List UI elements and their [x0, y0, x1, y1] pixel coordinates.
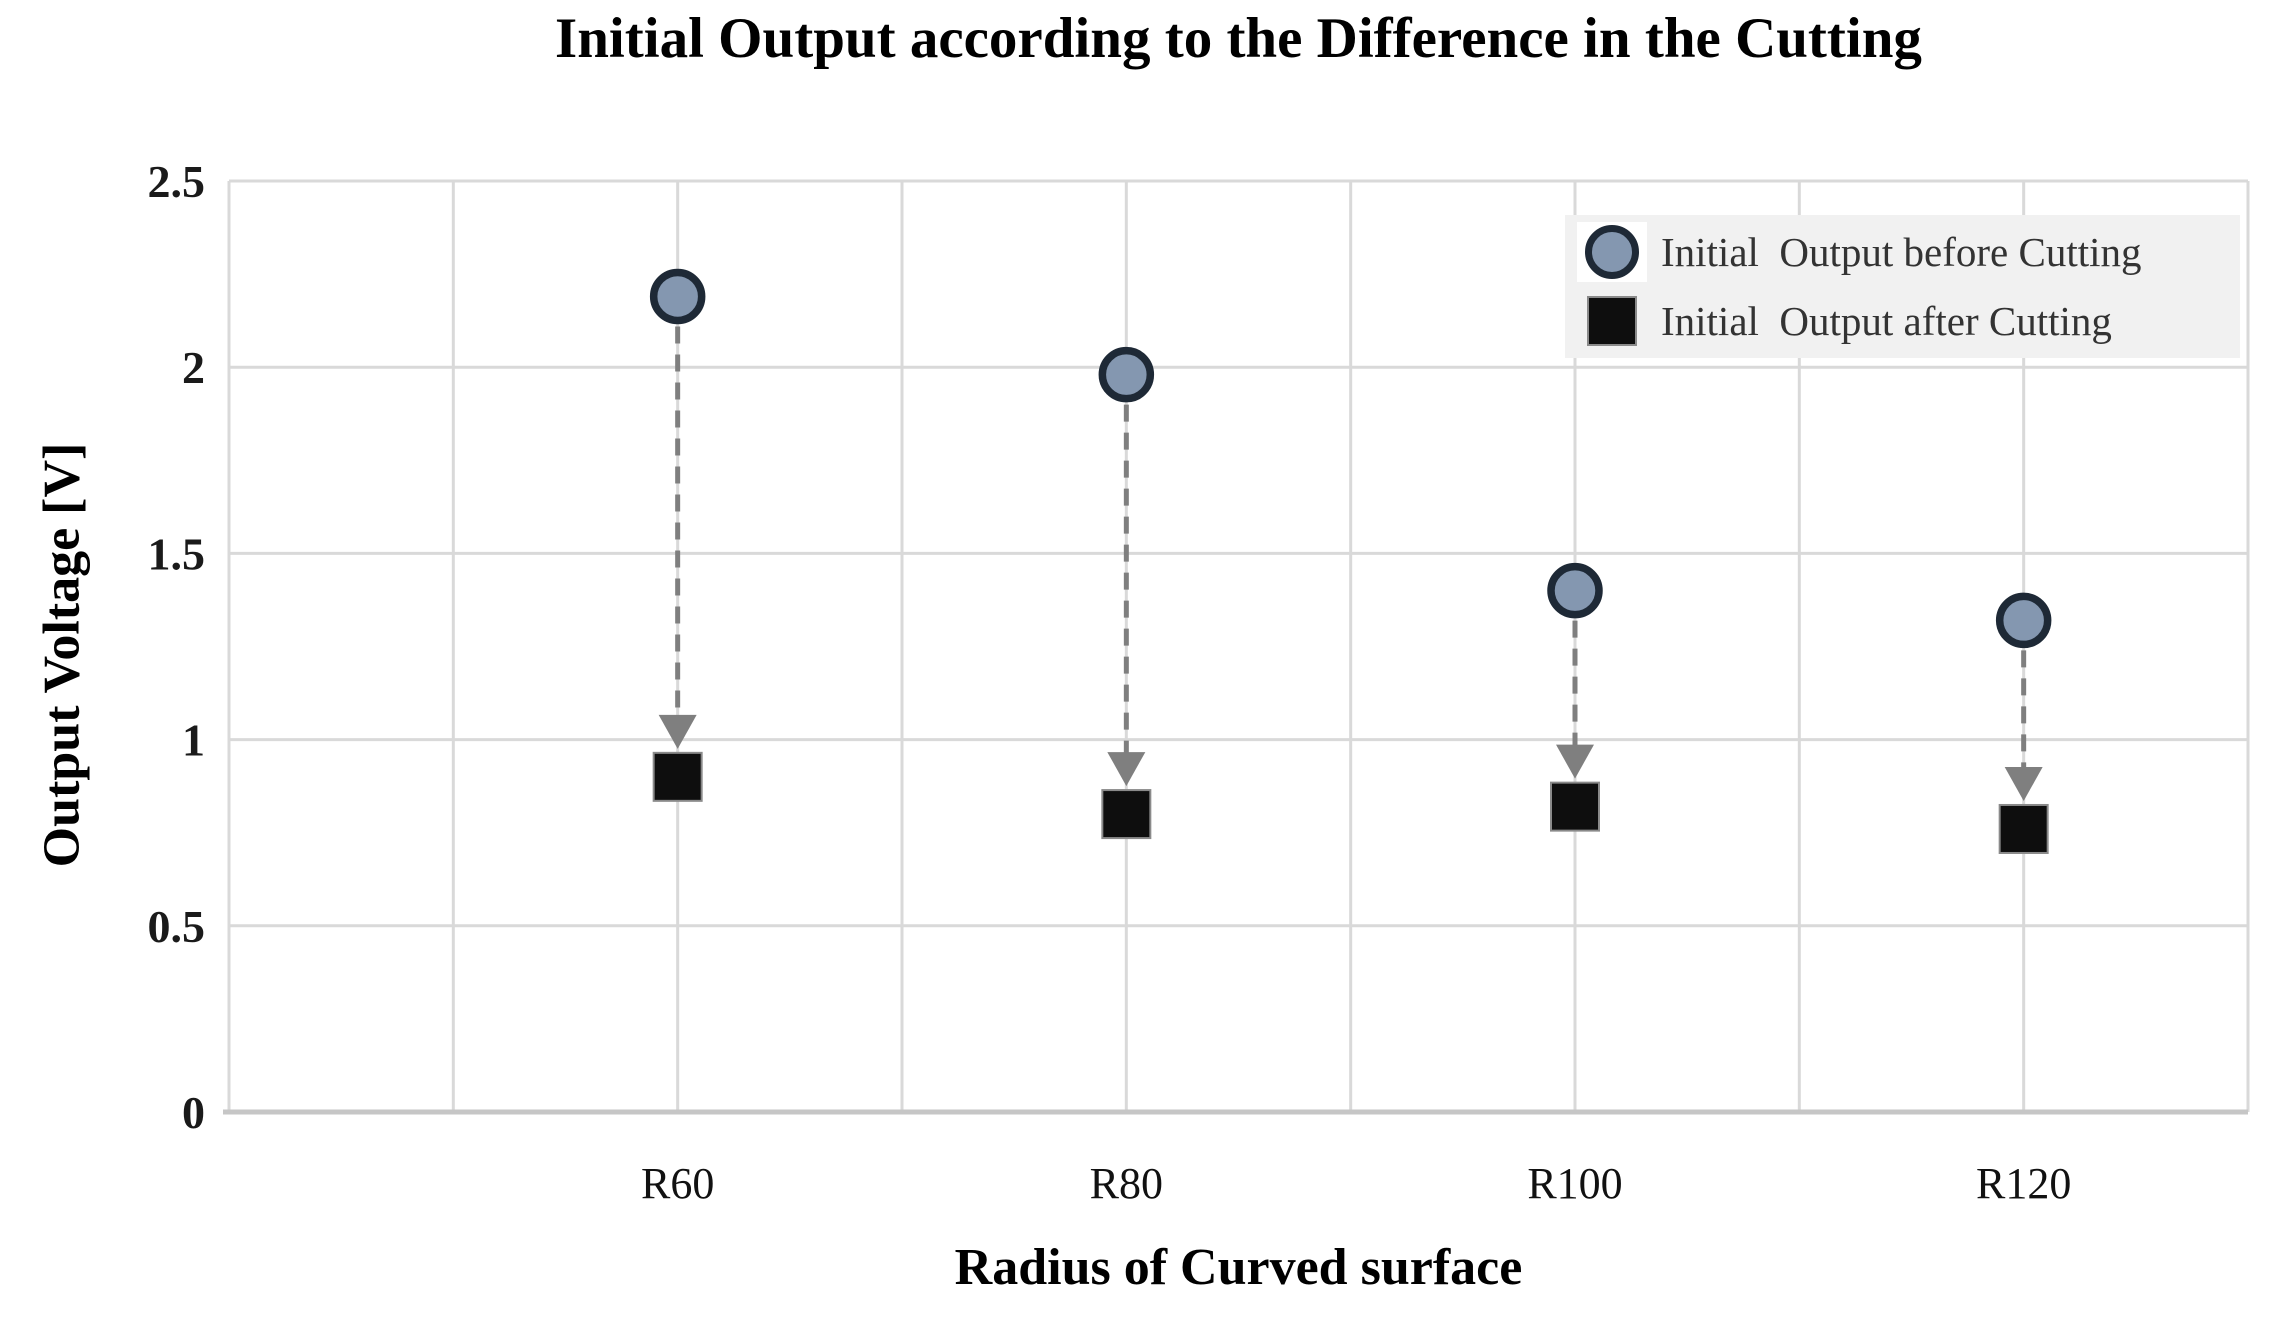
- y-tick-label: 2.5: [148, 156, 206, 207]
- y-tick-label: 0: [182, 1087, 205, 1138]
- data-point-before-circle: [1995, 592, 2052, 649]
- x-axis-label: Radius of Curved surface: [954, 1239, 1523, 1296]
- y-tick-label: 1.5: [148, 528, 206, 579]
- drop-arrow-head-icon: [2004, 766, 2043, 801]
- y-axis-label: Output Voltage [V]: [33, 442, 91, 868]
- drop-arrow-head-icon: [1556, 744, 1594, 779]
- data-point-after-square: [1101, 789, 1152, 840]
- data-point-after-square: [1550, 781, 1600, 832]
- x-tick-label: R100: [1527, 1159, 1622, 1208]
- x-tick-label: R120: [1976, 1159, 2071, 1208]
- y-tick-label: 1: [182, 715, 205, 766]
- legend-square-marker-icon: [1577, 291, 1647, 351]
- legend-item-before-cutting: Initial Output before Cutting: [1577, 221, 2240, 283]
- legend-label-before-cutting: Initial Output before Cutting: [1661, 228, 2142, 275]
- legend-circle-marker-icon: [1577, 221, 1647, 282]
- x-tick-label: R80: [1090, 1159, 1163, 1208]
- legend: Initial Output before Cutting Initial Ou…: [1565, 215, 2240, 358]
- data-point-after-square: [652, 751, 703, 802]
- data-point-before-circle: [649, 268, 706, 325]
- data-point-before-circle: [1098, 346, 1155, 403]
- drop-arrow-head-icon: [1107, 752, 1146, 787]
- data-point-before-circle: [1547, 562, 1603, 619]
- legend-item-after-cutting: Initial Output after Cutting: [1577, 290, 2240, 352]
- legend-label-after-cutting: Initial Output after Cutting: [1661, 298, 2112, 345]
- y-tick-label: 0.5: [148, 901, 206, 952]
- data-point-after-square: [1998, 803, 2049, 854]
- drop-arrow-head-icon: [658, 714, 697, 749]
- chart-title: Initial Output according to the Differen…: [555, 7, 1922, 70]
- x-tick-label: R60: [641, 1159, 714, 1208]
- y-tick-label: 2: [182, 342, 205, 393]
